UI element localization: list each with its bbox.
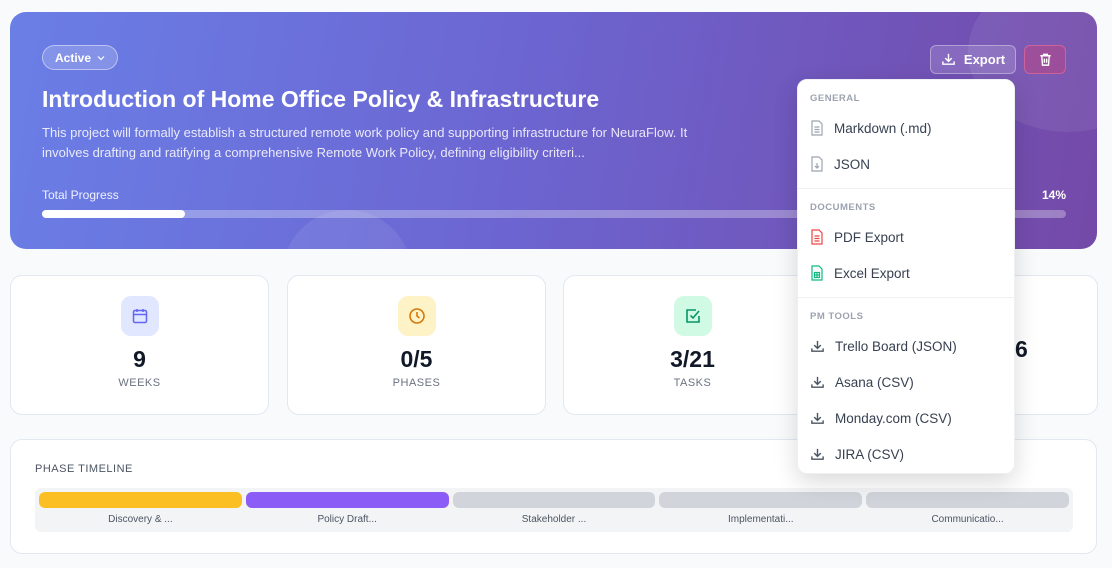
chevron-down-icon bbox=[97, 55, 105, 60]
stat-value: 6 bbox=[1015, 336, 1028, 362]
phase-segment[interactable]: Stakeholder ... bbox=[452, 492, 656, 528]
delete-button[interactable] bbox=[1024, 45, 1066, 74]
menu-item-label: Excel Export bbox=[834, 265, 910, 281]
menu-item-label: JIRA (CSV) bbox=[835, 446, 905, 462]
progress-label: Total Progress bbox=[42, 188, 119, 202]
menu-section-documents: DOCUMENTS bbox=[810, 202, 876, 213]
menu-item-pdf[interactable]: PDF Export bbox=[798, 219, 1014, 255]
menu-item-jira[interactable]: JIRA (CSV) bbox=[798, 436, 1014, 472]
check-square-icon bbox=[673, 296, 712, 336]
download-icon bbox=[811, 340, 824, 352]
menu-item-label: Trello Board (JSON) bbox=[835, 338, 957, 354]
menu-item-markdown[interactable]: Markdown (.md) bbox=[798, 110, 1014, 146]
stat-label: PHASES bbox=[392, 377, 441, 389]
progress-fill bbox=[42, 210, 186, 218]
stat-value: 3/21 bbox=[670, 346, 715, 372]
menu-item-label: Asana (CSV) bbox=[835, 374, 914, 390]
phase-segment[interactable]: Policy Draft... bbox=[245, 492, 449, 528]
clock-icon bbox=[397, 296, 436, 336]
file-text-icon bbox=[811, 120, 823, 136]
phase-timeline: PHASE TIMELINE Discovery & ... Policy Dr… bbox=[10, 439, 1097, 554]
menu-item-label: PDF Export bbox=[834, 229, 904, 245]
project-description: This project will formally establish a s… bbox=[42, 125, 688, 160]
calendar-icon bbox=[120, 296, 159, 336]
file-download-icon bbox=[811, 156, 823, 172]
menu-item-label: JSON bbox=[834, 156, 871, 172]
phase-segment[interactable]: Implementati... bbox=[659, 492, 863, 528]
menu-section-pm-tools: PM TOOLS bbox=[810, 311, 864, 322]
file-pdf-icon bbox=[811, 229, 823, 245]
phase-segment[interactable]: Discovery & ... bbox=[39, 492, 242, 528]
download-icon bbox=[942, 53, 955, 65]
phase-label: Stakeholder ... bbox=[521, 514, 587, 525]
stat-label: TASKS bbox=[673, 377, 712, 389]
phase-label: Implementati... bbox=[727, 514, 794, 525]
download-icon bbox=[811, 376, 824, 388]
status-dropdown[interactable]: Active bbox=[42, 45, 119, 70]
download-icon bbox=[811, 448, 824, 460]
menu-section-general: GENERAL bbox=[810, 93, 860, 104]
phase-label: Communicatio... bbox=[931, 514, 1004, 525]
phase-label: Discovery & ... bbox=[108, 514, 173, 525]
timeline-title: PHASE TIMELINE bbox=[35, 463, 133, 475]
stat-card-phases: 0/5 PHASES bbox=[287, 275, 546, 415]
page-title: Introduction of Home Office Policy & Inf… bbox=[42, 86, 600, 112]
menu-item-trello[interactable]: Trello Board (JSON) bbox=[798, 328, 1014, 364]
menu-item-json[interactable]: JSON bbox=[798, 146, 1014, 182]
stat-label: WEEKS bbox=[118, 377, 161, 389]
export-label: Export bbox=[963, 52, 1006, 67]
export-button[interactable]: Export bbox=[930, 45, 1016, 74]
file-spreadsheet-icon bbox=[811, 265, 823, 281]
download-icon bbox=[811, 412, 824, 424]
export-menu: GENERAL Markdown (.md) JSON DOCUMENTS PD… bbox=[797, 79, 1015, 474]
stat-value: 9 bbox=[133, 346, 146, 372]
stat-value: 0/5 bbox=[400, 346, 433, 372]
progress-bar bbox=[42, 210, 1066, 218]
menu-item-monday[interactable]: Monday.com (CSV) bbox=[798, 400, 1014, 436]
progress-percent: 14% bbox=[1041, 188, 1066, 202]
stat-card-weeks: 9 WEEKS bbox=[10, 275, 269, 415]
menu-item-excel[interactable]: Excel Export bbox=[798, 255, 1014, 291]
trash-icon bbox=[1039, 53, 1051, 66]
stat-card-tasks: 3/21 TASKS bbox=[563, 275, 822, 415]
menu-item-asana[interactable]: Asana (CSV) bbox=[798, 364, 1014, 400]
phase-label: Policy Draft... bbox=[317, 514, 377, 525]
menu-item-label: Monday.com (CSV) bbox=[835, 410, 952, 426]
status-label: Active bbox=[55, 50, 92, 65]
phase-segment[interactable]: Communicatio... bbox=[866, 492, 1069, 528]
menu-item-label: Markdown (.md) bbox=[834, 120, 932, 136]
